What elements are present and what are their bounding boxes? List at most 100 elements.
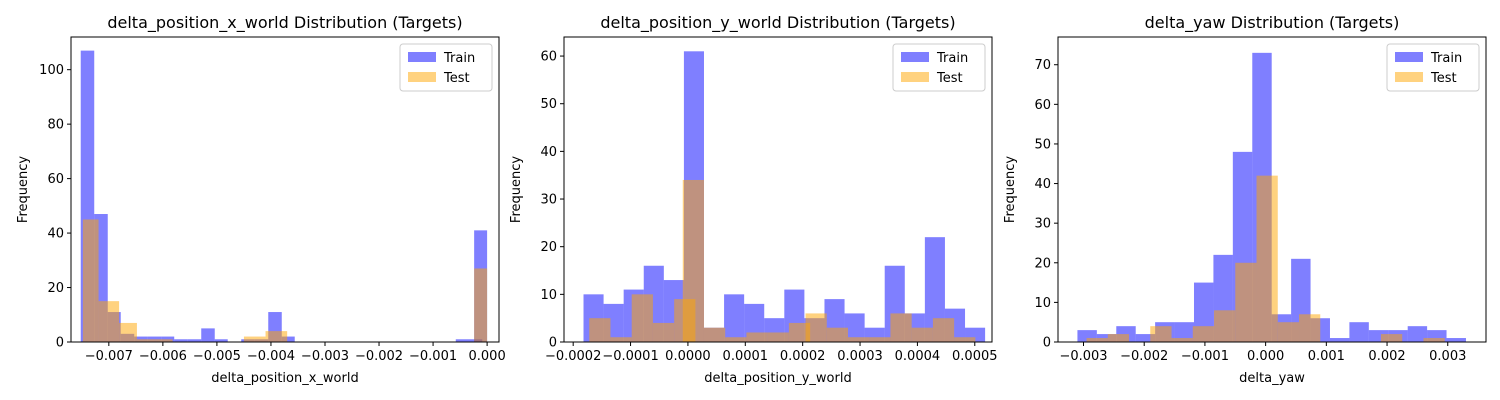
legend-label-test: Test — [936, 71, 963, 86]
legend-label-train: Train — [1430, 51, 1462, 66]
bar-train-20 — [1446, 338, 1466, 342]
x-tick-label: 0.0005 — [952, 349, 998, 364]
y-tick-label: 30 — [540, 193, 557, 208]
chart-panel-3: −0.003 −0.002 −0.001 0.000 0.001 0.002 0.003 0 1… — [1003, 13, 1487, 386]
axes-frame — [563, 36, 993, 343]
bar-test-6 — [682, 179, 704, 342]
chart-title: delta_yaw Distribution (Targets) — [1145, 13, 1400, 33]
x-tick-label: −0.0002 — [545, 349, 601, 364]
y-tick-label: 0 — [1043, 336, 1051, 351]
x-tick-label: −0.002 — [1120, 349, 1168, 364]
y-axis-label: Frequency — [509, 156, 524, 223]
y-tick-label: 50 — [540, 97, 557, 112]
legend-swatch-train — [408, 52, 436, 62]
y-tick-label: 0 — [549, 336, 557, 351]
y-tick-label: 20 — [47, 281, 64, 296]
x-tick-label: 0.003 — [1429, 349, 1466, 364]
bar-test-13 — [826, 327, 848, 342]
bar-test-12 — [1423, 338, 1445, 342]
bar-train-4 — [1135, 334, 1156, 342]
y-tick-label: 40 — [1034, 177, 1051, 192]
y-tick-label: 70 — [1034, 58, 1051, 73]
bar-test-2 — [1107, 334, 1130, 342]
x-tick-label: 0.0004 — [895, 349, 941, 364]
y-tick-label: 80 — [47, 118, 64, 133]
bar-test-15 — [869, 337, 891, 342]
axes-frame — [1057, 36, 1487, 343]
x-axis-label: delta_position_y_world — [704, 371, 851, 386]
x-tick-label: −0.003 — [1059, 349, 1107, 364]
bar-test-8 — [725, 337, 747, 342]
bar-test-2 — [610, 337, 632, 342]
chart-panel-1: −0.007 −0.006 −0.005 −0.004 −0.003 −0.002 −0.0… — [16, 13, 506, 386]
y-axis-label: Frequency — [16, 156, 31, 223]
x-tick-label: −0.002 — [355, 349, 403, 364]
chart-title: delta_position_x_world Distribution (Tar… — [107, 13, 462, 33]
legend-swatch-test — [901, 72, 929, 82]
series-test — [589, 179, 976, 342]
chart-panel-2: −0.0002 −0.0001 0.0000 0.0001 0.0002 0.0003 0.… — [509, 13, 998, 386]
bar-train-16 — [1368, 330, 1389, 342]
bar-test-11 — [788, 322, 811, 342]
bar-test-3 — [1150, 326, 1172, 342]
bar-train-1 — [1077, 330, 1097, 342]
legend: Train Test — [1386, 43, 1480, 92]
chart-title: delta_position_y_world Distribution (Tar… — [600, 13, 955, 33]
x-tick-label: 0.000 — [1247, 349, 1284, 364]
x-tick-label: −0.005 — [193, 349, 241, 364]
x-tick-label: −0.001 — [409, 349, 457, 364]
bar-test-1 — [82, 219, 99, 342]
y-tick-label: 40 — [47, 227, 64, 242]
bar-train-9 — [187, 339, 202, 342]
bar-test-3 — [119, 322, 137, 342]
series-test — [1086, 175, 1445, 342]
legend-swatch-test — [408, 72, 436, 82]
bar-train-14 — [844, 313, 865, 342]
y-tick-label: 20 — [1034, 256, 1051, 271]
y-tick-label: 30 — [1034, 217, 1051, 232]
bar-test-6 — [1214, 310, 1236, 342]
bar-train-14 — [1329, 338, 1350, 342]
bar-test-11 — [1380, 334, 1403, 342]
bar-test-7 — [1235, 262, 1257, 342]
legend-swatch-test — [1395, 72, 1423, 82]
legend: Train Test — [399, 43, 493, 92]
series-train — [80, 50, 488, 343]
bar-test-14 — [847, 337, 870, 342]
bar-test-6 — [243, 336, 266, 342]
x-tick-label: −0.007 — [85, 349, 133, 364]
bar-train-6 — [1174, 322, 1194, 342]
x-tick-label: 0.000 — [469, 349, 506, 364]
bar-test-18 — [932, 318, 955, 342]
y-tick-label: 0 — [56, 336, 64, 351]
bar-test-4 — [1171, 338, 1193, 342]
bar-test-1 — [1086, 338, 1108, 342]
x-tick-label: 0.0001 — [723, 349, 769, 364]
x-axis-label: delta_yaw — [1239, 371, 1305, 386]
y-tick-label: 60 — [1034, 98, 1051, 113]
bar-train-5 — [134, 336, 148, 342]
series-test — [82, 219, 488, 342]
x-tick-label: −0.006 — [139, 349, 187, 364]
bar-test-19 — [954, 337, 976, 342]
x-tick-label: −0.004 — [247, 349, 295, 364]
bar-train-2 — [1096, 334, 1117, 342]
bar-test-3 — [631, 294, 653, 342]
legend-swatch-train — [901, 52, 929, 62]
x-tick-label: −0.003 — [301, 349, 349, 364]
y-tick-label: 10 — [540, 288, 557, 303]
x-axis-label: delta_position_x_world — [211, 371, 358, 386]
y-tick-label: 60 — [540, 50, 557, 65]
bar-test-2 — [98, 301, 120, 342]
bar-test-7 — [265, 331, 288, 342]
bar-test-7 — [703, 327, 726, 342]
bar-test-8 — [474, 268, 488, 342]
bar-train-15 — [281, 336, 295, 342]
x-tick-label: −0.0001 — [602, 349, 658, 364]
bar-test-9 — [746, 332, 768, 342]
legend-label-train: Train — [443, 51, 475, 66]
bar-train-8 — [174, 339, 188, 342]
x-tick-label: 0.0003 — [837, 349, 883, 364]
legend-label-test: Test — [443, 71, 470, 86]
